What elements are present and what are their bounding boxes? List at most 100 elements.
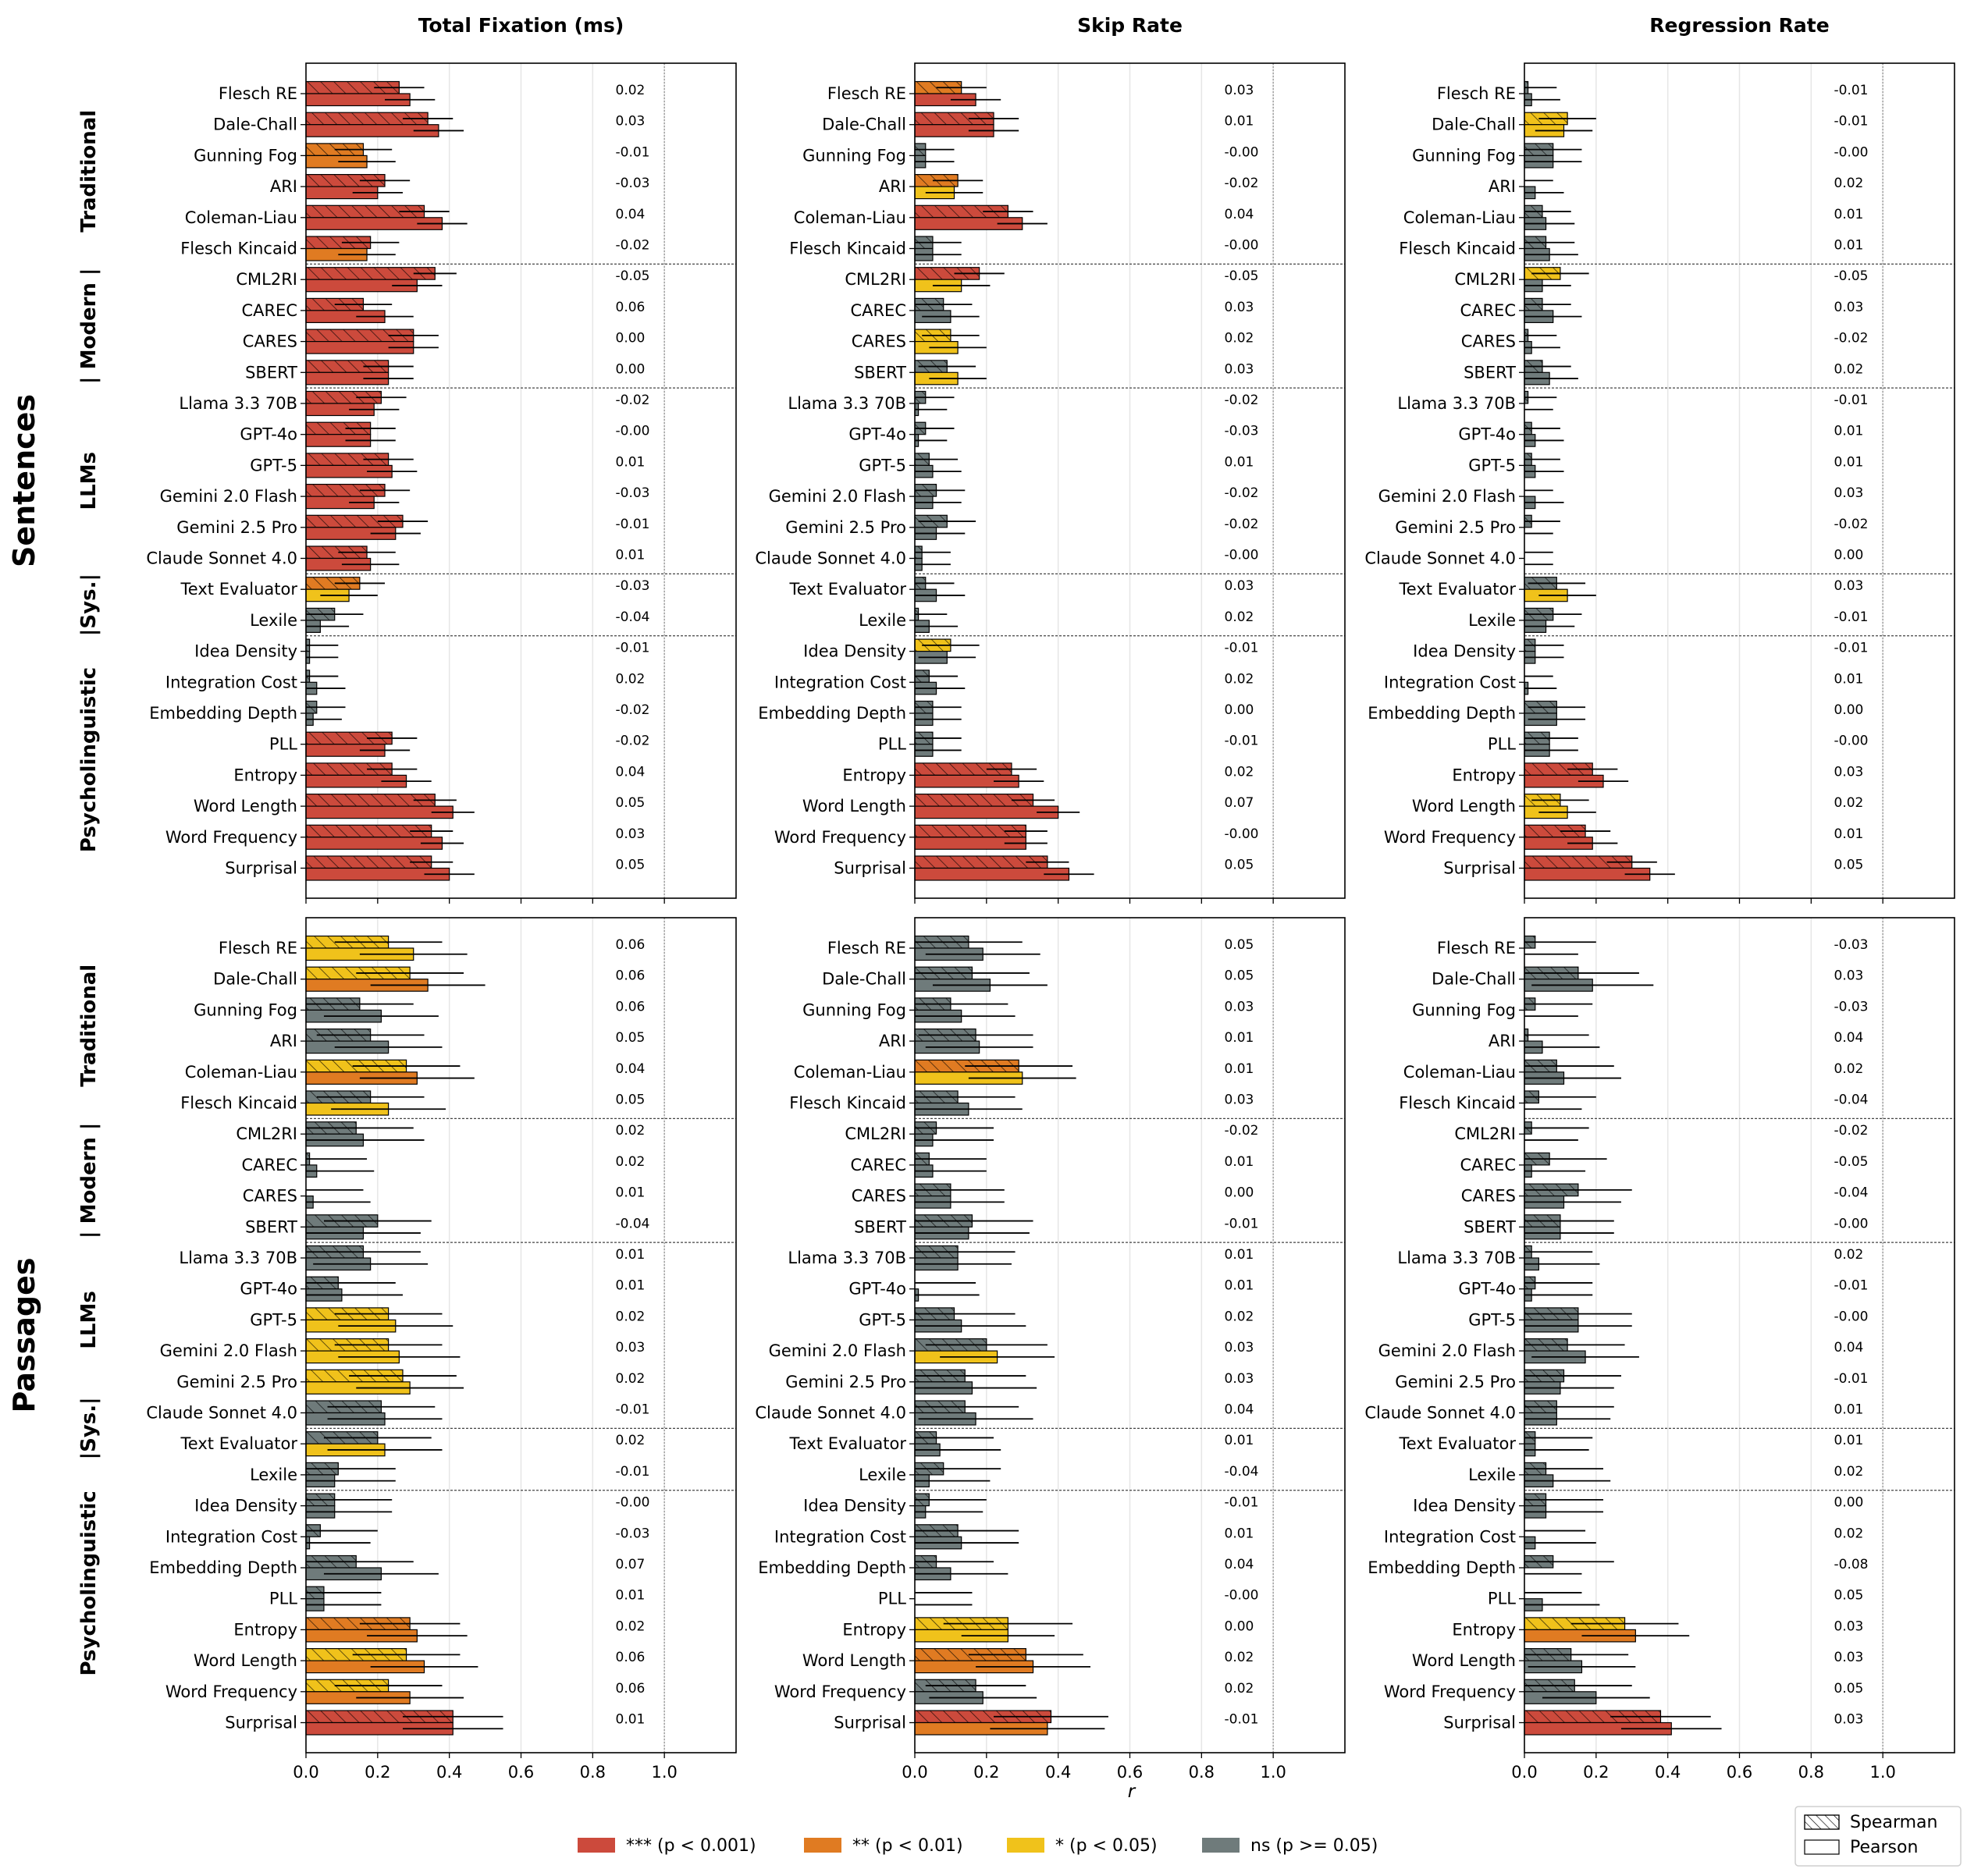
diff-value: 0.04: [616, 764, 646, 780]
category-label: Llama 3.3 70B: [1397, 394, 1516, 413]
bar-spearman-hatch: [1524, 1711, 1661, 1723]
category-label: Llama 3.3 70B: [788, 394, 906, 413]
category-label: CAREC: [241, 1156, 297, 1174]
diff-value: 0.04: [1225, 1557, 1254, 1572]
bar-spearman-hatch: [1524, 856, 1632, 869]
category-label: Integration Cost: [774, 1527, 906, 1546]
category-label: Word Length: [194, 797, 297, 815]
category-label: SBERT: [854, 363, 906, 382]
diff-value: -0.02: [616, 734, 650, 749]
diff-value: 0.01: [616, 548, 646, 563]
category-label: Word Frequency: [774, 828, 906, 847]
category-label: GPT-5: [1468, 1310, 1516, 1329]
legend-label: *** (p < 0.001): [626, 1836, 756, 1856]
diff-value: -0.01: [1225, 1495, 1259, 1511]
bar-spearman-hatch: [915, 856, 1048, 869]
category-label: Integration Cost: [774, 673, 906, 691]
panel-passages-total-fixation-ms-: 0.06 0.06 0.06 0.05 0.04 0.05 0.02 0.02 0.01 -0.0…: [146, 917, 737, 1782]
diff-value: 0.02: [1225, 1650, 1254, 1665]
category-label: Coleman-Liau: [1403, 1063, 1516, 1082]
category-label: Llama 3.3 70B: [179, 1249, 297, 1267]
panel-passages-skip-rate: 0.05 0.05 0.03 0.01 0.01 0.03 -0.02 0.01 0.00 -0.…: [755, 917, 1346, 1782]
diff-value: -0.02: [1225, 176, 1259, 191]
category-label: GPT-5: [250, 456, 297, 474]
bar-spearman-hatch: [306, 732, 393, 744]
category-label: Idea Density: [1413, 642, 1516, 661]
category-label: CAREC: [241, 301, 297, 320]
diff-value: 0.02: [1225, 671, 1254, 687]
category-label: Word Frequency: [774, 1682, 906, 1701]
diff-value: -0.03: [1834, 999, 1869, 1014]
category-label: Gemini 2.5 Pro: [1395, 1373, 1516, 1391]
bar-spearman-hatch: [306, 762, 393, 776]
diff-value: 0.05: [1834, 1588, 1864, 1604]
diff-value: 0.02: [1834, 1526, 1864, 1541]
bar-spearman-hatch: [306, 484, 386, 497]
category-label: Integration Cost: [165, 1527, 297, 1546]
category-label: CML2RI: [845, 1125, 906, 1143]
diff-value: -0.00: [1225, 144, 1259, 160]
diff-value: 0.01: [1225, 1030, 1254, 1046]
category-label: GPT-4o: [240, 1280, 297, 1299]
bar-spearman-hatch: [306, 1711, 454, 1723]
category-label: Gunning Fog: [194, 1000, 297, 1019]
category-label: Gemini 2.0 Flash: [769, 1341, 906, 1360]
category-label: Llama 3.3 70B: [1397, 1249, 1516, 1267]
category-label: Dale-Chall: [213, 115, 297, 134]
diff-value: -0.01: [1834, 83, 1869, 98]
diff-value: 0.01: [1834, 424, 1864, 439]
category-label: Idea Density: [803, 1497, 906, 1515]
category-label: ARI: [879, 1032, 906, 1050]
diff-value: 0.01: [1834, 454, 1864, 470]
category-label: Flesch RE: [1437, 939, 1516, 958]
category-label: Dale-Chall: [822, 115, 906, 134]
diff-value: 0.01: [1225, 1433, 1254, 1448]
section-label: Psycholinguistic: [77, 1490, 101, 1675]
x-tick-label: 0.2: [365, 1763, 390, 1782]
diff-value: 0.05: [616, 1093, 646, 1108]
category-label: ARI: [270, 1032, 297, 1050]
bar-spearman-hatch: [915, 825, 1026, 837]
diff-value: 0.01: [1225, 1154, 1254, 1170]
category-label: Surprisal: [834, 859, 906, 878]
category-label: SBERT: [854, 1217, 906, 1236]
diff-value: 0.02: [616, 1433, 646, 1448]
diff-value: 0.02: [616, 1123, 646, 1139]
x-axis-label: r: [1128, 1782, 1136, 1802]
category-label: Text Evaluator: [789, 1434, 907, 1453]
diff-value: 0.07: [616, 1557, 646, 1572]
category-label: ARI: [270, 177, 297, 196]
diff-value: 0.01: [616, 1712, 646, 1728]
bar-spearman-hatch: [915, 1711, 1051, 1723]
x-tick-label: 0.6: [1117, 1763, 1143, 1782]
diff-value: 0.01: [1834, 1402, 1864, 1418]
diff-value: 0.01: [616, 1185, 646, 1201]
category-label: Claude Sonnet 4.0: [1364, 549, 1516, 568]
diff-value: 0.06: [616, 300, 646, 315]
diff-value: 0.05: [1225, 858, 1254, 873]
category-label: Coleman-Liau: [185, 208, 297, 227]
category-label: Flesch RE: [827, 939, 906, 958]
diff-value: 0.01: [1225, 1526, 1254, 1541]
category-label: Claude Sonnet 4.0: [1364, 1404, 1516, 1423]
diff-value: -0.04: [616, 609, 650, 625]
diff-value: 0.03: [1834, 1618, 1864, 1634]
category-label: Flesch Kincaid: [180, 240, 297, 258]
column-title: Regression Rate: [1649, 14, 1829, 37]
diff-value: -0.00: [1834, 144, 1869, 160]
legend-swatch: [1007, 1838, 1044, 1853]
diff-value: -0.02: [1834, 1123, 1869, 1139]
category-label: Surprisal: [225, 859, 297, 878]
diff-value: 0.01: [1225, 1278, 1254, 1294]
diff-value: 0.05: [616, 795, 646, 811]
category-label: Idea Density: [1413, 1497, 1516, 1515]
category-label: Claude Sonnet 4.0: [755, 1404, 906, 1423]
diff-value: -0.00: [1834, 734, 1869, 749]
diff-value: -0.01: [1834, 1278, 1869, 1294]
diff-value: -0.01: [616, 1464, 650, 1480]
category-label: Flesch Kincaid: [789, 240, 906, 258]
diff-value: -0.08: [1834, 1557, 1869, 1572]
category-label: SBERT: [245, 1217, 297, 1236]
